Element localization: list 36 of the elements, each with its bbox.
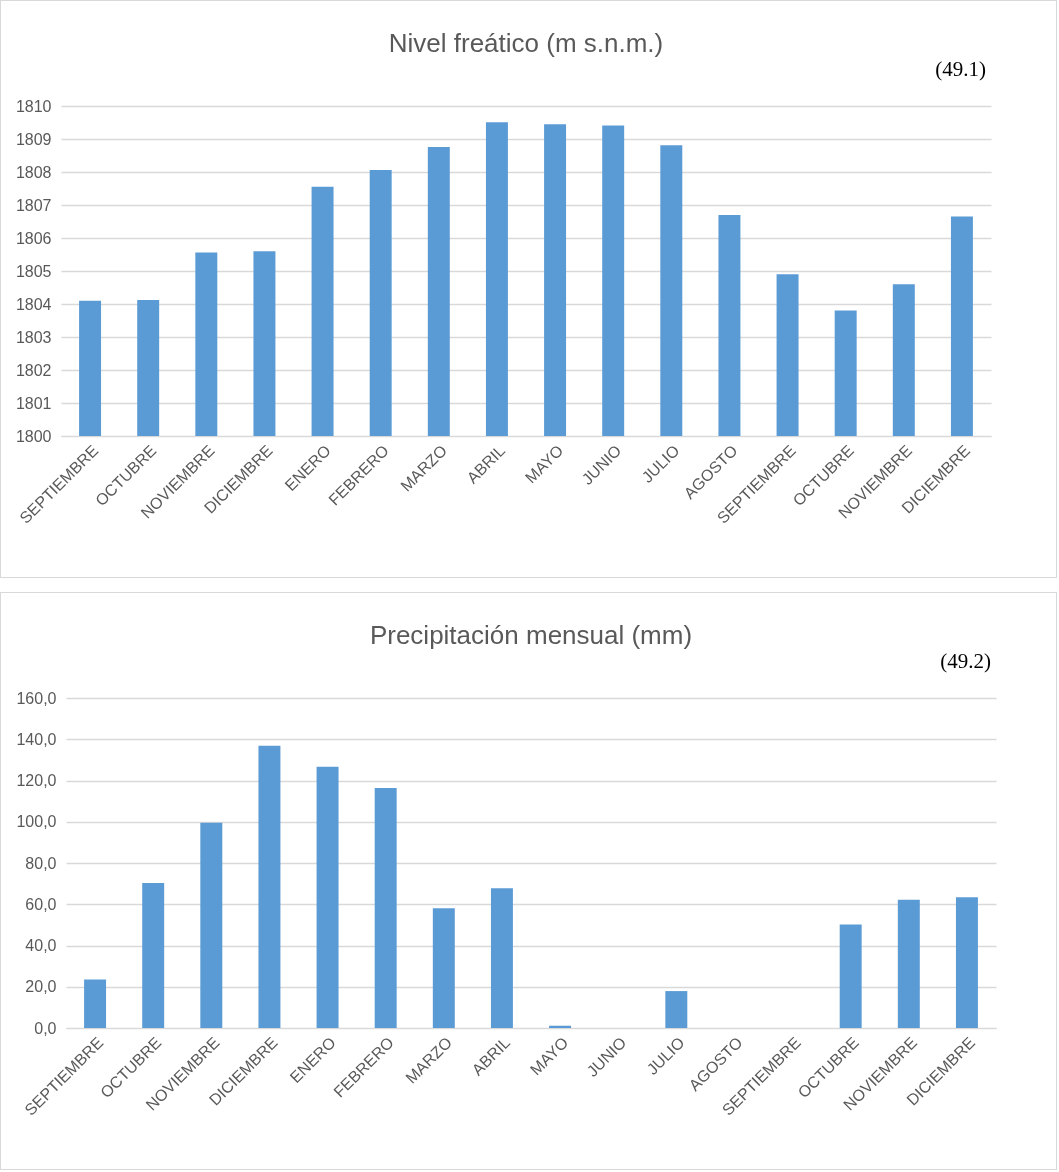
y-tick-label: 1807 — [15, 196, 52, 214]
y-tick-label: 1805 — [15, 262, 52, 280]
bar — [490, 888, 513, 1028]
y-tick-label: 160,0 — [16, 689, 57, 707]
y-tick-label: 40,0 — [25, 937, 57, 954]
bar — [142, 883, 165, 1028]
y-tick-label: 60,0 — [25, 895, 57, 913]
chart-title: Precipitación mensual (mm) — [369, 620, 693, 650]
bar — [839, 924, 862, 1028]
bar — [374, 787, 397, 1028]
chart-title: Nivel freático (m s.n.m.) — [388, 28, 664, 58]
y-tick-label: 20,0 — [25, 978, 57, 996]
y-tick-label: 1801 — [15, 394, 52, 412]
y-tick-label: 120,0 — [16, 772, 57, 789]
text: (49.1) — [935, 57, 986, 81]
y-tick-label: 80,0 — [25, 854, 57, 872]
bar — [84, 979, 107, 1028]
y-tick-label: 100,0 — [16, 813, 57, 831]
y-tick-label: 1802 — [15, 361, 52, 379]
y-tick-label: 1804 — [15, 295, 52, 313]
text: (49.2) — [940, 649, 991, 673]
y-tick-label: 0,0 — [34, 1019, 57, 1037]
bar — [200, 822, 223, 1028]
y-tick-label: 1803 — [15, 328, 52, 346]
y-tick-label: 140,0 — [16, 730, 57, 748]
bar — [258, 745, 281, 1028]
y-tick-label: 1808 — [15, 163, 52, 181]
y-tick-label: 1810 — [15, 97, 52, 115]
bar — [665, 991, 688, 1028]
bar — [316, 766, 339, 1028]
y-tick-label: 1809 — [15, 130, 52, 148]
y-tick-label: 1800 — [15, 427, 52, 445]
bar — [432, 908, 455, 1028]
bar — [955, 897, 978, 1028]
y-tick-label: 1806 — [15, 229, 52, 247]
bar — [897, 899, 920, 1028]
